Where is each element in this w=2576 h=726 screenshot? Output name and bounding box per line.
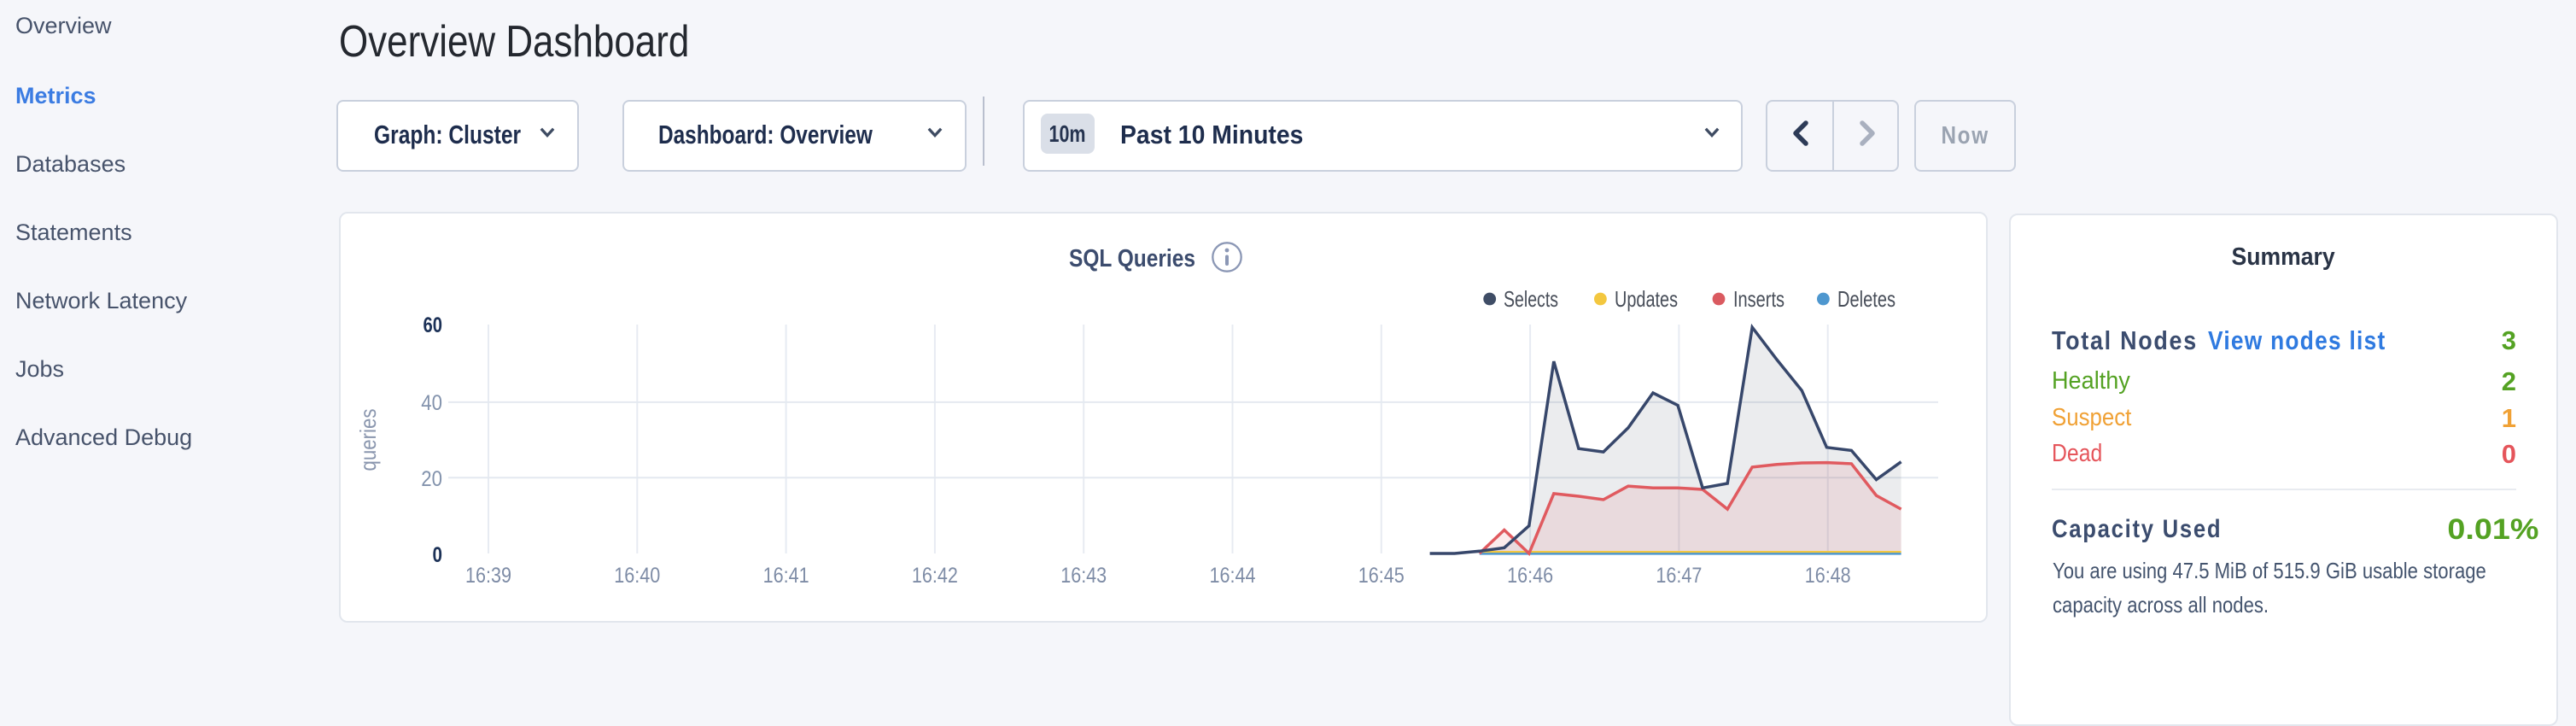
svg-text:16:46: 16:46 (1507, 564, 1553, 588)
svg-text:20: 20 (421, 467, 442, 491)
svg-text:Inserts: Inserts (1733, 286, 1785, 312)
svg-text:40: 40 (421, 391, 442, 415)
svg-text:16:43: 16:43 (1060, 564, 1107, 588)
svg-text:16:48: 16:48 (1805, 564, 1851, 588)
svg-text:Updates: Updates (1615, 286, 1678, 312)
svg-text:16:42: 16:42 (912, 564, 958, 588)
svg-text:16:45: 16:45 (1358, 564, 1405, 588)
svg-text:16:44: 16:44 (1210, 564, 1256, 588)
svg-text:60: 60 (423, 313, 443, 337)
svg-text:queries: queries (355, 409, 381, 471)
svg-text:Selects: Selects (1504, 286, 1558, 312)
svg-text:0: 0 (433, 543, 443, 567)
svg-text:16:39: 16:39 (465, 564, 511, 588)
svg-text:16:40: 16:40 (614, 564, 660, 588)
svg-text:Deletes: Deletes (1837, 286, 1895, 312)
svg-text:16:47: 16:47 (1656, 564, 1702, 588)
svg-text:16:41: 16:41 (763, 564, 809, 588)
svg-text:SQL Queries: SQL Queries (1069, 245, 1195, 272)
